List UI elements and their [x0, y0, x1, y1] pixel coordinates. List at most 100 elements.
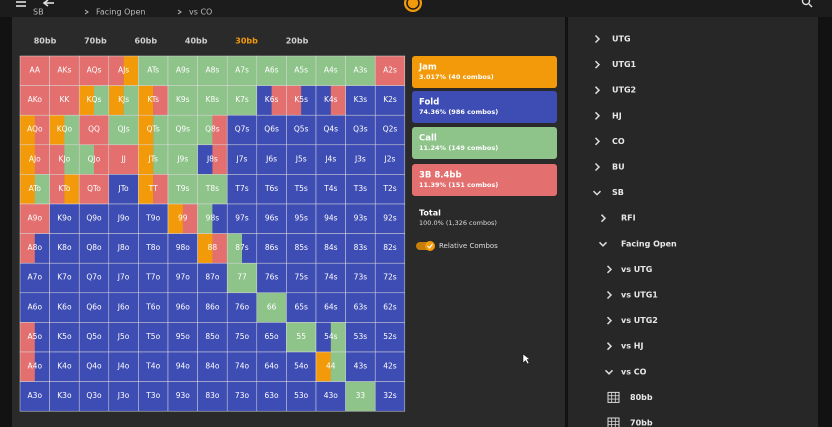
- cell-fill: [316, 352, 331, 382]
- legend-box[interactable]: [412, 91, 557, 123]
- cell-fill: [345, 204, 376, 234]
- chevron-right[interactable]: [594, 111, 601, 120]
- tree-item[interactable]: vs UTG1: [621, 291, 658, 300]
- cell-fill: [168, 322, 198, 352]
- tree-item[interactable]: UTG: [612, 35, 631, 44]
- legend-box[interactable]: [412, 164, 557, 196]
- legend-box[interactable]: [412, 56, 557, 88]
- hand-label: K4s: [324, 95, 338, 104]
- chevron-right[interactable]: [594, 137, 601, 146]
- hand-label: T7o: [145, 273, 160, 282]
- cell-fill: [138, 56, 169, 86]
- tree-item[interactable]: SB: [612, 188, 624, 197]
- stack-tab[interactable]: 40bb: [185, 37, 208, 46]
- stack-tab[interactable]: 80bb: [34, 37, 57, 46]
- hand-label: Q9o: [86, 214, 102, 223]
- hand-label: QQ: [88, 125, 100, 134]
- chevron-right[interactable]: [606, 265, 613, 274]
- tree-item[interactable]: BU: [612, 163, 625, 172]
- hand-label: 98s: [206, 214, 220, 223]
- breadcrumb-item[interactable]: Facing Open: [96, 8, 145, 17]
- hand-label: T4s: [323, 184, 337, 193]
- breadcrumb-item[interactable]: SB: [33, 8, 44, 17]
- chevron-right[interactable]: [606, 342, 613, 351]
- hand-label: K5o: [57, 332, 72, 341]
- hand-label: 99: [178, 214, 188, 223]
- tree-item[interactable]: 80bb: [630, 393, 653, 402]
- tree-item[interactable]: UTG1: [612, 60, 637, 69]
- chevron-down[interactable]: [604, 369, 614, 375]
- hand-label: 87s: [235, 243, 249, 252]
- hand-label: 33: [356, 391, 366, 400]
- hand-label: A3o: [28, 391, 43, 400]
- cell-fill: [49, 263, 80, 293]
- hand-label: 87o: [205, 273, 220, 282]
- tree-item[interactable]: HJ: [612, 111, 622, 120]
- hand-label: 42s: [383, 362, 397, 371]
- hand-label: KK: [59, 95, 70, 104]
- toggle[interactable]: [416, 241, 435, 251]
- tree-item[interactable]: RFI: [621, 214, 636, 223]
- chevron-right[interactable]: [594, 60, 601, 69]
- chevron-right[interactable]: [606, 316, 613, 325]
- hand-label: J8o: [117, 243, 130, 252]
- hand-label: 96s: [265, 214, 279, 223]
- tree-item[interactable]: Facing Open: [621, 239, 677, 248]
- cell-fill: [345, 263, 376, 293]
- tree-item[interactable]: vs UTG: [621, 265, 652, 274]
- stack-tab[interactable]: 20bb: [286, 37, 309, 46]
- stack-tab[interactable]: 30bb: [235, 37, 258, 46]
- cell-border[interactable]: [374, 381, 406, 412]
- hand-label: 44: [326, 362, 336, 371]
- hand-label: T6o: [145, 302, 160, 311]
- cell-fill: [49, 381, 80, 412]
- cell-fill: [316, 174, 346, 204]
- cell-fill: [345, 233, 376, 264]
- cell-fill: [197, 352, 228, 382]
- hand-label: K9s: [176, 95, 190, 104]
- cell-fill: [256, 85, 272, 116]
- cell-fill: [212, 144, 228, 175]
- chevron-down[interactable]: [592, 190, 602, 196]
- breadcrumb: SB Facing Open vs CO: [33, 8, 212, 17]
- hand-label: JTs: [147, 154, 158, 163]
- hand-label: TT: [148, 184, 158, 193]
- tree-item[interactable]: UTG2: [612, 86, 636, 95]
- cell-fill: [34, 352, 50, 382]
- menu-icon[interactable]: [16, 1, 26, 7]
- grid-icon[interactable]: [607, 391, 620, 403]
- stack-tab[interactable]: 60bb: [135, 37, 158, 46]
- hand-label: Q3s: [353, 125, 368, 134]
- cell-fill: [20, 115, 35, 145]
- chevron-right[interactable]: [600, 214, 607, 223]
- stack-tab[interactable]: 70bb: [84, 37, 107, 46]
- cell-fill: [286, 352, 317, 382]
- tree-item[interactable]: vs UTG2: [621, 316, 658, 325]
- cell-fill: [20, 322, 35, 352]
- cell-fill: [79, 381, 109, 412]
- search-icon[interactable]: [801, 0, 811, 6]
- chevron-right[interactable]: [594, 34, 601, 44]
- hand-label: K4o: [57, 362, 72, 371]
- hand-label: K7o: [57, 273, 72, 282]
- cell-fill: [212, 204, 228, 234]
- grid-icon[interactable]: [607, 417, 620, 427]
- cell-fill: [20, 85, 50, 116]
- chevron-right[interactable]: [594, 86, 601, 95]
- hand-label: 75s: [294, 273, 308, 282]
- cell-fill: [64, 115, 80, 145]
- chevron-right[interactable]: [606, 290, 613, 300]
- chevron-down[interactable]: [598, 241, 608, 247]
- legend-box[interactable]: [412, 127, 557, 159]
- hand-label: J7s: [236, 154, 248, 163]
- tree-item[interactable]: vs HJ: [621, 342, 643, 351]
- chevron-right[interactable]: [594, 162, 601, 172]
- breadcrumb-item[interactable]: vs CO: [189, 8, 212, 17]
- hand-label: 74o: [235, 362, 250, 371]
- cell-fill: [227, 381, 257, 412]
- tree-item[interactable]: CO: [612, 137, 625, 146]
- legend-name: Jam: [418, 63, 437, 73]
- tree-item[interactable]: vs CO: [621, 367, 647, 376]
- tree-item[interactable]: 70bb: [630, 419, 653, 427]
- hand-label: Q6o: [86, 302, 102, 311]
